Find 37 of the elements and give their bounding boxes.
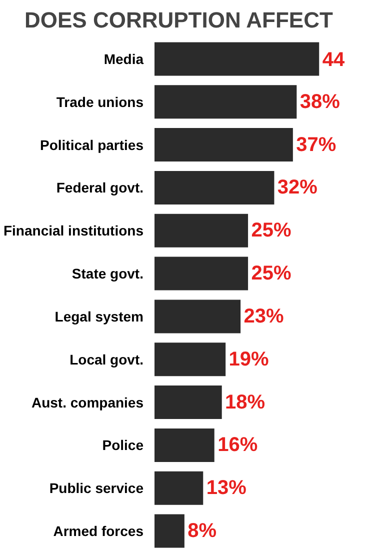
data-label: 18% (225, 391, 266, 414)
y-tick-label: Federal govt. (56, 180, 144, 196)
data-label: 8% (188, 520, 217, 542)
bar (154, 428, 214, 462)
data-label: 38% (300, 90, 340, 113)
bar (154, 214, 248, 248)
bar (154, 85, 297, 119)
bar (154, 256, 248, 290)
data-label: 32% (277, 176, 318, 199)
data-label: 19% (228, 348, 270, 370)
y-tick-label: Local govt. (70, 351, 144, 368)
bar (154, 42, 320, 76)
y-tick-label: Media (104, 50, 144, 67)
data-label: 16% (218, 434, 258, 456)
y-tick-label: Aust. companies (31, 394, 144, 410)
y-tick-label: Trade unions (56, 94, 144, 110)
bar (154, 471, 204, 505)
y-tick-label: Legal system (54, 308, 144, 324)
bar (154, 170, 274, 204)
bar (154, 342, 226, 376)
bar (154, 386, 222, 420)
data-label: 25% (251, 220, 292, 242)
chart-title: DOES CORRUPTION AFFECT (24, 8, 334, 32)
data-label: 44 (322, 48, 346, 71)
y-tick-label: State govt. (72, 266, 144, 282)
y-tick-label: Political parties (40, 136, 144, 153)
data-label: 25% (251, 262, 292, 285)
bar (154, 300, 241, 334)
y-tick-label: Police (102, 437, 144, 454)
data-label: 37% (296, 134, 336, 156)
bar (154, 514, 184, 548)
data-label: 23% (244, 305, 284, 328)
y-tick-label: Public service (49, 480, 144, 496)
y-tick-label: Financial institutions (3, 222, 144, 239)
data-label: 13% (206, 477, 247, 500)
bar (154, 128, 293, 162)
y-tick-label: Armed forces (53, 523, 144, 540)
